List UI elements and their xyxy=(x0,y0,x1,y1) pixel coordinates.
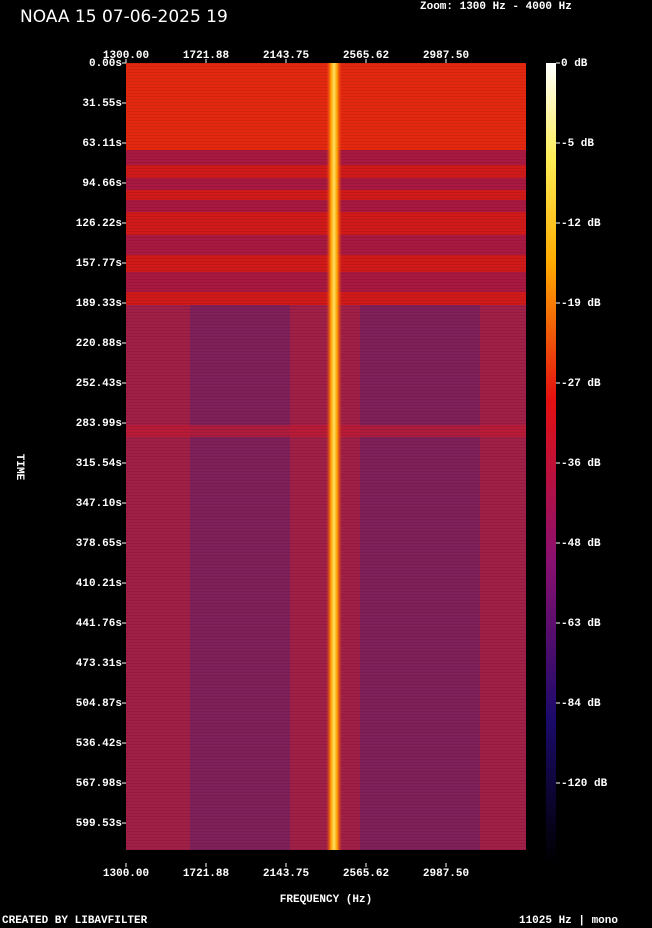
y-tick-label: 0.00s xyxy=(89,58,122,70)
x-tick-label-bottom: 1721.88 xyxy=(183,868,230,880)
x-tick-label-bottom: 1300.00 xyxy=(103,868,149,880)
colorbar-tick-label: -48 dB xyxy=(561,538,601,550)
x-axis-label: FREQUENCY (Hz) xyxy=(280,894,372,906)
y-tick-label: 157.77s xyxy=(76,258,122,270)
x-tick-label-top: 1721.88 xyxy=(183,50,230,62)
y-tick-label: 410.21s xyxy=(76,578,122,590)
y-tick-label: 378.65s xyxy=(76,538,122,550)
colorbar-tick-label: -5 dB xyxy=(561,138,594,150)
y-tick-label: 441.76s xyxy=(76,618,122,630)
y-tick-label: 31.55s xyxy=(82,98,122,110)
y-tick-label: 63.11s xyxy=(82,138,122,150)
x-tick-label-top: 1300.00 xyxy=(103,50,149,62)
colorbar-tick-label: -63 dB xyxy=(561,618,601,630)
y-tick-label: 567.98s xyxy=(76,778,122,790)
y-tick-label: 347.10s xyxy=(76,498,122,510)
footer-left: CREATED BY LIBAVFILTER xyxy=(2,915,148,927)
y-tick-label: 283.99s xyxy=(76,418,122,430)
y-tick-label: 94.66s xyxy=(82,178,122,190)
y-tick-label: 473.31s xyxy=(76,658,122,670)
colorbar-tick-label: -12 dB xyxy=(561,218,601,230)
x-tick-label-top: 2565.62 xyxy=(343,50,389,62)
colorbar-tick-label: -27 dB xyxy=(561,378,601,390)
colorbar-tick-label: -120 dB xyxy=(561,778,608,790)
x-tick-label-bottom: 2565.62 xyxy=(343,868,389,880)
y-tick-label: 315.54s xyxy=(76,458,122,470)
x-tick-label-bottom: 2143.75 xyxy=(263,868,310,880)
y-tick-label: 220.88s xyxy=(76,338,122,350)
y-tick-label: 504.87s xyxy=(76,698,122,710)
y-tick-label: 536.42s xyxy=(76,738,122,750)
chart-title: NOAA 15 07-06-2025 19 xyxy=(20,7,228,27)
y-tick-label: 189.33s xyxy=(76,298,122,310)
colorbar xyxy=(546,63,556,863)
y-tick-label: 599.53s xyxy=(76,818,122,830)
footer-right: 11025 Hz | mono xyxy=(519,915,618,927)
colorbar-tick-label: -19 dB xyxy=(561,298,601,310)
y-tick-label: 252.43s xyxy=(76,378,122,390)
x-tick-label-top: 2143.75 xyxy=(263,50,310,62)
colorbar-tick-label: 0 dB xyxy=(561,58,588,70)
y-axis-label: TIME xyxy=(13,454,25,481)
colorbar-tick-label: -36 dB xyxy=(561,458,601,470)
zoom-label: Zoom: 1300 Hz - 4000 Hz xyxy=(420,1,572,13)
colorbar-tick-label: -84 dB xyxy=(561,698,601,710)
y-tick-label: 126.22s xyxy=(76,218,122,230)
spectrogram-image xyxy=(126,63,526,863)
x-tick-label-top: 2987.50 xyxy=(423,50,469,62)
x-tick-label-bottom: 2987.50 xyxy=(423,868,469,880)
